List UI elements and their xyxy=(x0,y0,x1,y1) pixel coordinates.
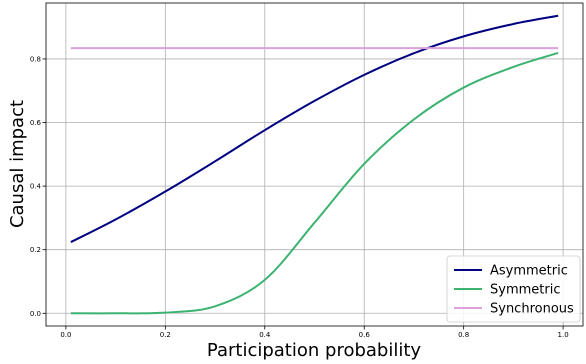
legend-label-synchronous: Synchronous xyxy=(490,302,574,317)
x-ticks: 0.0 0.2 0.4 0.6 0.8 1.0 xyxy=(60,326,569,339)
x-tick-label: 0.6 xyxy=(359,331,371,339)
y-axis-label: Causal impact xyxy=(7,100,28,228)
legend-label-asymmetric: Asymmetric xyxy=(490,264,568,279)
x-tick-label: 0.0 xyxy=(60,331,71,339)
series-line-symmetric xyxy=(70,51,559,315)
x-axis-label: Participation probability xyxy=(207,340,421,361)
series-line-asymmetric xyxy=(70,14,559,243)
y-tick-label: 0.8 xyxy=(30,55,41,63)
series-layer xyxy=(70,14,559,315)
x-tick-label: 1.0 xyxy=(558,331,569,339)
x-tick-label: 0.8 xyxy=(458,331,469,339)
x-tick-label: 0.2 xyxy=(160,331,171,339)
legend-label-symmetric: Symmetric xyxy=(490,283,560,298)
legend: Asymmetric Symmetric Synchronous xyxy=(446,255,581,323)
y-tick-label: 0.2 xyxy=(30,246,41,254)
plot-frame xyxy=(45,2,584,327)
x-tick-label: 0.4 xyxy=(259,331,271,339)
y-ticks: 0.0 0.2 0.4 0.6 0.8 xyxy=(30,55,46,318)
legend-box xyxy=(446,255,581,323)
y-tick-label: 0.4 xyxy=(30,183,42,191)
y-tick-label: 0.0 xyxy=(30,310,41,318)
y-tick-label: 0.6 xyxy=(30,119,42,127)
